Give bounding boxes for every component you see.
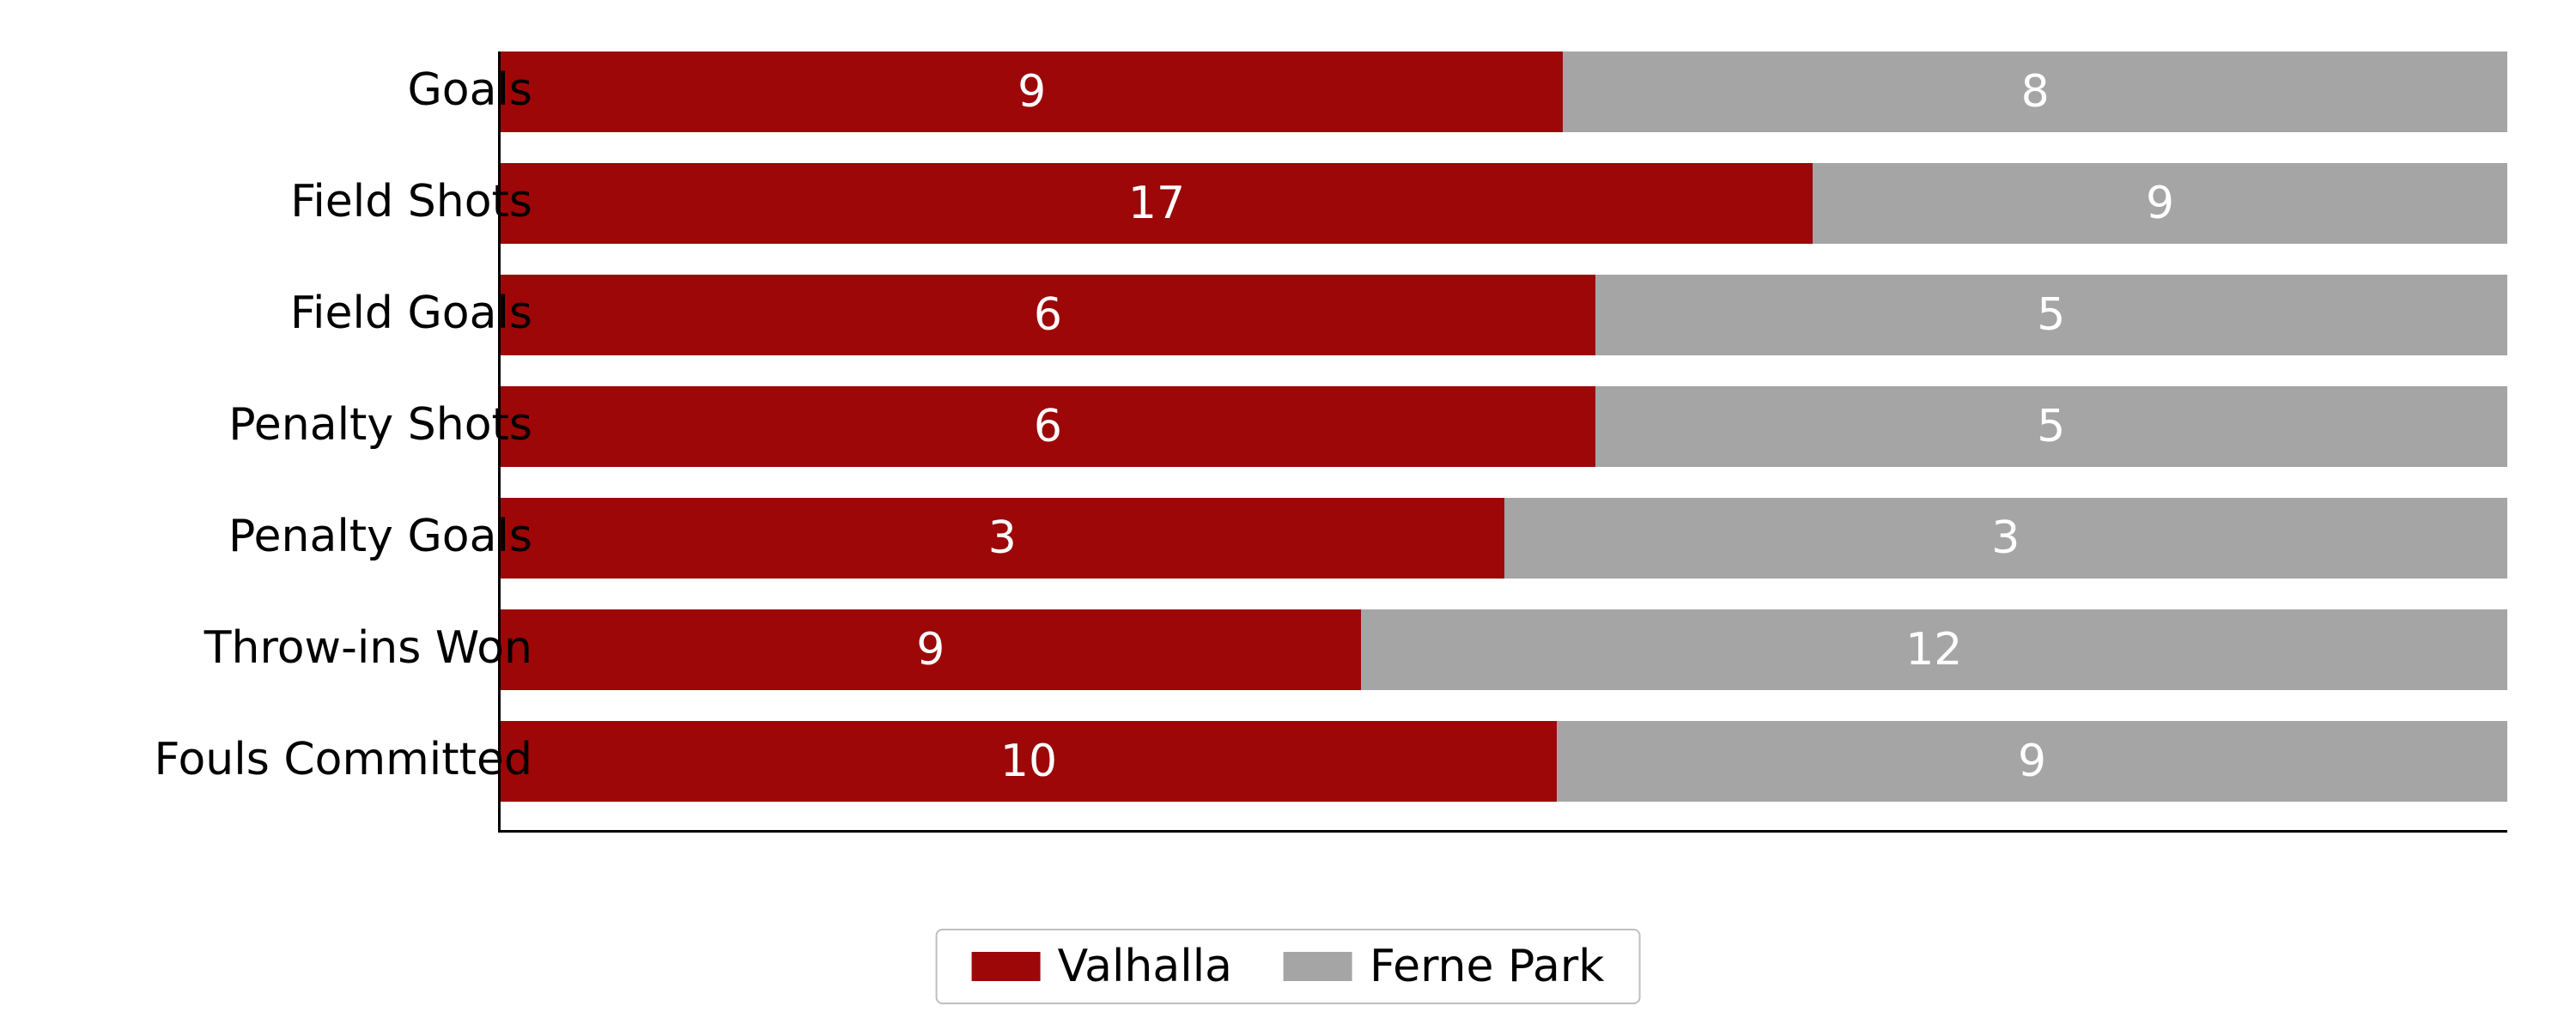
- bar-segment-ferne-park: 9: [1557, 721, 2507, 802]
- bar-row: 17 9: [501, 163, 2507, 244]
- bar-segment-ferne-park: 12: [1361, 609, 2507, 690]
- chart-container: 98179656533912109 ValhallaFerne Park Goa…: [0, 0, 2576, 1030]
- bar-value-label: 3: [988, 512, 1017, 564]
- y-axis-label: Field Goals: [290, 288, 532, 339]
- y-axis-label: Goals: [407, 64, 532, 116]
- bar-value-label: 10: [1000, 736, 1057, 787]
- bar-segment-valhalla: 3: [501, 498, 1504, 579]
- bar-value-label: 9: [2018, 736, 2046, 787]
- bar-row: 9 12: [501, 609, 2507, 690]
- y-axis-label: Penalty Goals: [228, 511, 532, 562]
- bar-segment-ferne-park: 5: [1595, 386, 2507, 467]
- bar-value-label: 6: [1034, 289, 1062, 341]
- bar-segment-valhalla: 6: [501, 386, 1595, 467]
- bar-segment-valhalla: 9: [501, 52, 1563, 132]
- y-axis-label: Field Shots: [290, 176, 532, 227]
- legend-item: Ferne Park: [1284, 941, 1604, 992]
- legend-item: Valhalla: [972, 941, 1232, 992]
- bar-value-label: 9: [916, 624, 945, 676]
- bar-segment-ferne-park: 9: [1813, 163, 2507, 244]
- bar-value-label: 5: [2037, 401, 2065, 452]
- bar-row: 98: [501, 52, 2507, 132]
- y-axis-label: Penalty Shots: [228, 399, 532, 451]
- bar-row: 33: [501, 498, 2507, 579]
- bar-value-label: 17: [1128, 178, 1185, 229]
- legend-swatch: [972, 952, 1041, 981]
- bar-segment-valhalla: 9: [501, 609, 1361, 690]
- bar-segment-valhalla: 6: [501, 275, 1595, 355]
- bar-segment-valhalla: 17: [501, 163, 1813, 244]
- bar-row: 65: [501, 275, 2507, 355]
- legend-label: Ferne Park: [1370, 941, 1604, 992]
- bar-segment-ferne-park: 3: [1504, 498, 2508, 579]
- bar-value-label: 9: [1018, 66, 1046, 118]
- bar-value-label: 3: [1991, 512, 2020, 564]
- y-axis-label: Throw-ins Won: [204, 622, 532, 674]
- legend-label: Valhalla: [1058, 941, 1232, 992]
- legend-swatch: [1284, 952, 1352, 981]
- bar-value-label: 9: [2146, 178, 2174, 229]
- bar-row: 10 9: [501, 721, 2507, 802]
- bar-segment-ferne-park: 5: [1595, 275, 2507, 355]
- legend: Valhalla Ferne Park: [936, 929, 1641, 1004]
- bar-value-label: 5: [2037, 289, 2065, 341]
- bar-value-label: 6: [1034, 401, 1062, 452]
- bar-value-label: 8: [2021, 66, 2050, 118]
- bar-segment-ferne-park: 8: [1563, 52, 2507, 132]
- plot-area: 98179656533912109: [498, 52, 2507, 833]
- y-axis-label: Fouls Committed: [154, 734, 532, 785]
- bar-segment-valhalla: 10: [501, 721, 1557, 802]
- bar-row: 65: [501, 386, 2507, 467]
- bar-value-label: 12: [1905, 624, 1962, 676]
